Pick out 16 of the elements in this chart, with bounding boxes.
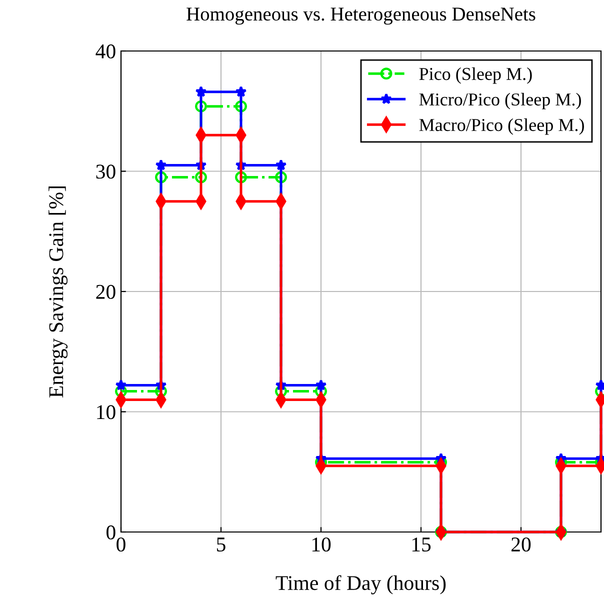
x-tick-label: 15 bbox=[412, 538, 431, 552]
legend-label: Macro/Pico (Sleep M.) bbox=[419, 118, 584, 135]
y-tick-label: 10 bbox=[97, 405, 116, 420]
x-tick-label: 20 bbox=[512, 537, 531, 552]
chart-title: Homogeneous vs. Heterogeneous DenseNets bbox=[186, 8, 536, 25]
y-tick-label: 40 bbox=[96, 44, 116, 58]
legend-label: Pico (Sleep M.) bbox=[419, 67, 532, 84]
x-axis-title: Time of Day (hours) bbox=[276, 575, 446, 594]
y-tick-label: 20 bbox=[96, 284, 116, 299]
legend-label: Micro/Pico (Sleep M.) bbox=[419, 92, 581, 110]
x-tick-label: 5 bbox=[217, 538, 226, 552]
y-axis-title: Energy Savings Gain [%] bbox=[48, 186, 68, 398]
x-tick-label: 10 bbox=[312, 537, 331, 552]
x-tick-label: 0 bbox=[116, 537, 126, 552]
y-tick-label: 0 bbox=[106, 525, 116, 540]
y-tick-label: 30 bbox=[96, 164, 116, 179]
